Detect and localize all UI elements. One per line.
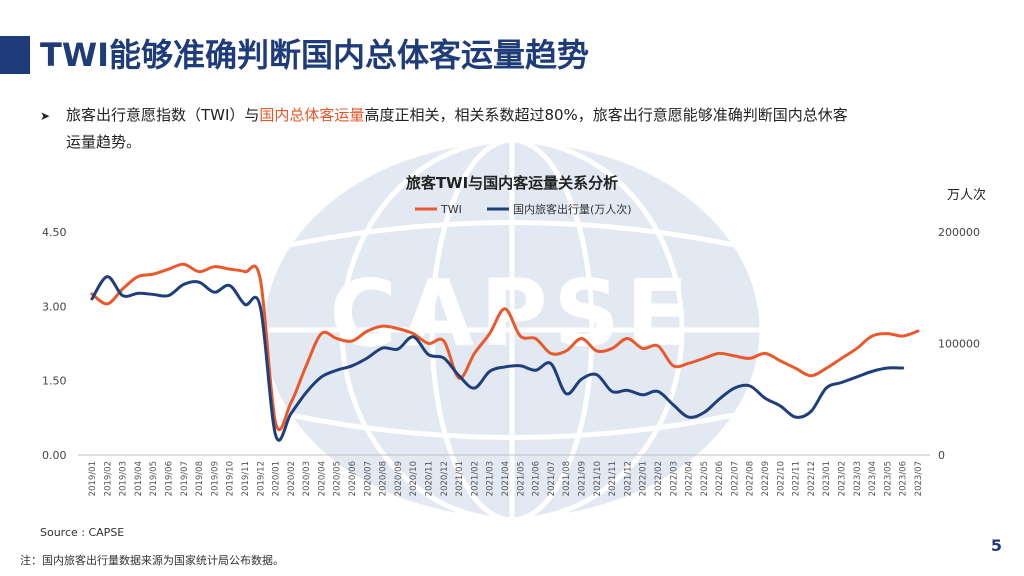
x-axis-tick: 2022/12	[807, 461, 817, 496]
x-axis-tick: 2020/09	[394, 461, 404, 496]
capse-globe-watermark: CAPSE	[259, 137, 765, 523]
bullet-text: ➤ 旅客出行意愿指数（TWI）与国内总体客运量高度正相关，相关系数超过80%，旅客…	[40, 102, 970, 155]
x-axis-tick: 2022/09	[761, 461, 771, 496]
x-axis-tick: 2021/10	[593, 461, 603, 496]
x-axis-tick: 2019/09	[210, 461, 220, 496]
watermark-text: CAPSE	[329, 260, 694, 367]
right-axis-unit: 万人次	[946, 188, 986, 203]
chart-title: 旅客TWI与国内客运量关系分析	[405, 174, 619, 192]
x-axis-tick: 2019/01	[88, 461, 98, 496]
x-axis-tick: 2019/06	[164, 461, 174, 496]
x-axis-tick: 2021/08	[562, 461, 572, 496]
bullet-prefix: 旅客出行意愿指数（TWI）与	[66, 106, 260, 124]
x-axis-tick: 2021/12	[623, 461, 633, 496]
x-axis-tick: 2020/10	[409, 461, 419, 496]
x-axis-tick: 2022/04	[685, 461, 695, 496]
legend-label: 国内旅客出行量(万人次)	[513, 202, 632, 216]
x-axis-tick: 2023/02	[838, 461, 848, 496]
page-number: 5	[990, 536, 1002, 555]
twi-series-line	[90, 262, 920, 432]
right-axis-tick: 200000	[938, 226, 980, 239]
x-axis-tick: 2023/01	[822, 461, 832, 496]
title-accent-bar	[0, 36, 30, 74]
x-axis-tick: 2019/03	[119, 461, 129, 496]
x-axis-tick: 2019/02	[103, 461, 113, 496]
x-axis-tick: 2022/02	[654, 461, 664, 496]
right-axis-tick: 0	[938, 449, 945, 462]
left-axis-tick: 3.00	[42, 300, 67, 313]
x-axis-tick: 2022/01	[639, 461, 649, 496]
bullet-rest: 高度正相关，相关系数超过80%，旅客出行意愿能够准确判断国内总休客	[364, 106, 848, 124]
x-axis-tick: 2021/01	[455, 461, 465, 496]
x-axis-tick: 2021/05	[516, 461, 526, 496]
bullet-highlight: 国内总体客运量	[259, 106, 365, 124]
x-axis-tick: 2022/11	[792, 461, 802, 496]
footnote-text: 注：国内旅客出行量数据来源为国家统计局公布数据。	[20, 554, 284, 567]
x-axis-tick: 2022/08	[746, 461, 756, 496]
x-axis-tick: 2020/02	[287, 461, 297, 496]
x-axis-tick: 2020/11	[425, 461, 435, 496]
x-axis-tick: 2021/11	[608, 461, 618, 496]
x-axis-tick: 2020/05	[333, 461, 343, 496]
x-axis-tick: 2021/03	[486, 461, 496, 496]
x-axis-tick: 2019/12	[256, 461, 266, 496]
x-axis-tick: 2020/08	[379, 461, 389, 496]
x-axis-tick: 2021/06	[532, 461, 542, 496]
left-axis-tick: 4.50	[42, 226, 67, 239]
x-axis-tick: 2019/10	[226, 461, 236, 496]
x-axis-tick: 2019/11	[241, 461, 251, 496]
x-axis-tick: 2022/06	[715, 461, 725, 496]
x-axis-tick: 2023/04	[868, 461, 878, 496]
x-axis-tick: 2023/05	[883, 461, 893, 496]
x-axis-tick: 2021/04	[501, 461, 511, 496]
x-axis-tick: 2019/05	[149, 461, 159, 496]
x-axis-tick: 2020/04	[317, 461, 327, 496]
x-axis-tick: 2020/06	[348, 461, 358, 496]
x-axis-tick: 2023/03	[853, 461, 863, 496]
bullet-arrow-icon: ➤	[40, 109, 51, 123]
x-axis-tick: 2022/05	[700, 461, 710, 496]
x-axis-ticks: 2019/01 2019/02 2019/03 2019/04 2019/05 2019/…	[88, 461, 924, 496]
right-axis-tick: 100000	[938, 338, 980, 351]
chart-axes: 4.50 3.00 1.50 0.00 200000 100000 0	[42, 226, 980, 462]
x-axis-tick: 2020/07	[363, 461, 373, 496]
x-axis-tick: 2022/03	[669, 461, 679, 496]
x-axis-tick: 2021/07	[547, 461, 557, 496]
x-axis-tick: 2023/06	[899, 461, 909, 496]
left-axis-tick: 0.00	[42, 449, 67, 462]
source-text: Source : CAPSE	[40, 526, 125, 539]
x-axis-tick: 2021/02	[470, 461, 480, 496]
chart-series	[90, 262, 920, 442]
legend-label: TWI	[440, 203, 462, 216]
left-axis-tick: 1.50	[42, 375, 67, 388]
x-axis-tick: 2020/03	[302, 461, 312, 496]
x-axis-tick: 2023/07	[914, 461, 924, 496]
x-axis-tick: 2020/12	[440, 461, 450, 496]
page-title: TWI能够准确判断国内总体客运量趋势	[40, 36, 590, 74]
x-axis-tick: 2022/10	[776, 461, 786, 496]
x-axis-tick: 2019/08	[195, 461, 205, 496]
chart-legend: TWI 国内旅客出行量(万人次)	[415, 202, 632, 216]
x-axis-tick: 2020/01	[272, 461, 282, 496]
x-axis-tick: 2022/07	[730, 461, 740, 496]
bullet-line2: 运量趋势。	[66, 133, 142, 151]
x-axis-tick: 2021/09	[577, 461, 587, 496]
passenger-series-line	[90, 275, 905, 442]
x-axis-tick: 2019/04	[134, 461, 144, 496]
x-axis-tick: 2019/07	[180, 461, 190, 496]
